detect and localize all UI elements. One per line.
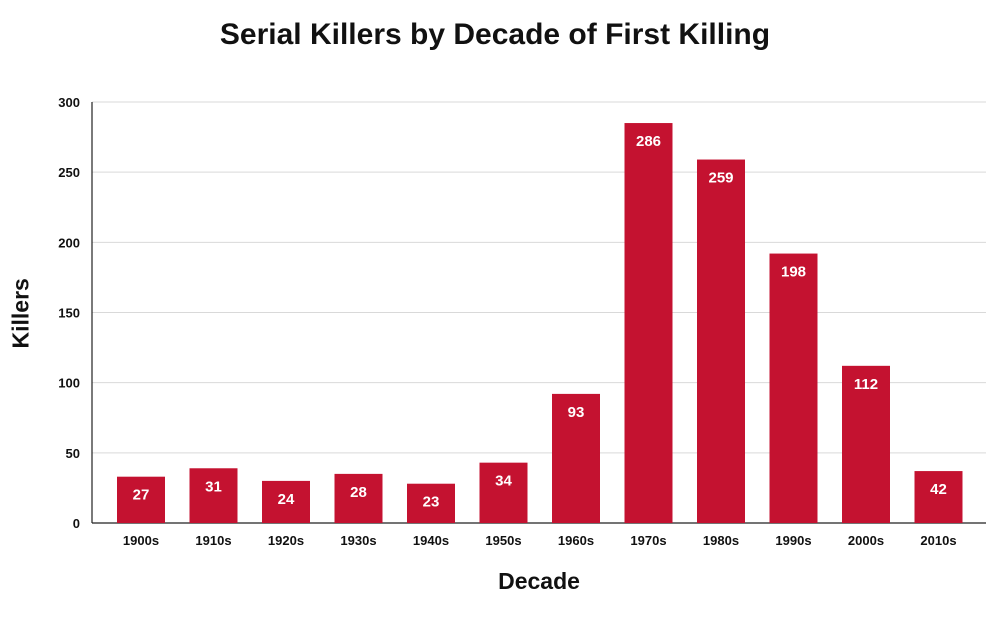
data-label: 198	[781, 264, 806, 281]
x-tick-label: 1930s	[340, 533, 376, 548]
x-axis-label: Decade	[498, 568, 580, 594]
bar	[624, 123, 673, 524]
y-tick-label: 250	[58, 165, 80, 180]
x-tick-label: 1940s	[413, 533, 449, 548]
bar	[842, 365, 890, 523]
data-label: 27	[133, 487, 150, 504]
y-tick-label: 200	[58, 235, 80, 250]
y-tick-label: 50	[66, 446, 80, 461]
x-tick-label: 1970s	[630, 533, 666, 548]
data-label: 31	[205, 478, 222, 495]
data-label: 23	[423, 494, 440, 511]
data-label: 24	[278, 491, 295, 508]
x-tick-label: 2010s	[920, 533, 956, 548]
data-label: 42	[930, 481, 947, 498]
data-label: 112	[854, 376, 878, 393]
chart-title: Serial Killers by Decade of First Killin…	[219, 18, 771, 51]
x-tick-label: 2000s	[848, 533, 884, 548]
y-tick-label: 150	[58, 306, 80, 321]
x-tick-label: 1920s	[268, 533, 304, 548]
data-label: 28	[350, 484, 367, 501]
y-tick-label: 300	[58, 95, 80, 110]
bar	[407, 483, 455, 523]
data-label: 259	[708, 170, 733, 187]
y-tick-label: 0	[73, 516, 80, 531]
bar	[334, 473, 383, 523]
x-tick-label: 1960s	[558, 533, 594, 548]
x-tick-label: 1980s	[703, 533, 739, 548]
x-tick-label: 1900s	[123, 533, 159, 548]
bar	[262, 480, 310, 523]
bar	[479, 462, 528, 523]
data-label: 93	[568, 404, 585, 421]
data-label: 34	[495, 473, 512, 490]
data-label: 286	[636, 133, 661, 150]
x-tick-label: 1910s	[195, 533, 231, 548]
y-tick-label: 100	[58, 376, 80, 391]
bar	[914, 471, 963, 523]
bar	[697, 159, 745, 523]
bar	[769, 253, 818, 523]
x-tick-label: 1950s	[485, 533, 521, 548]
bar	[117, 476, 165, 523]
x-tick-label: 1990s	[775, 533, 811, 548]
bar	[552, 393, 600, 523]
bar	[189, 468, 238, 523]
